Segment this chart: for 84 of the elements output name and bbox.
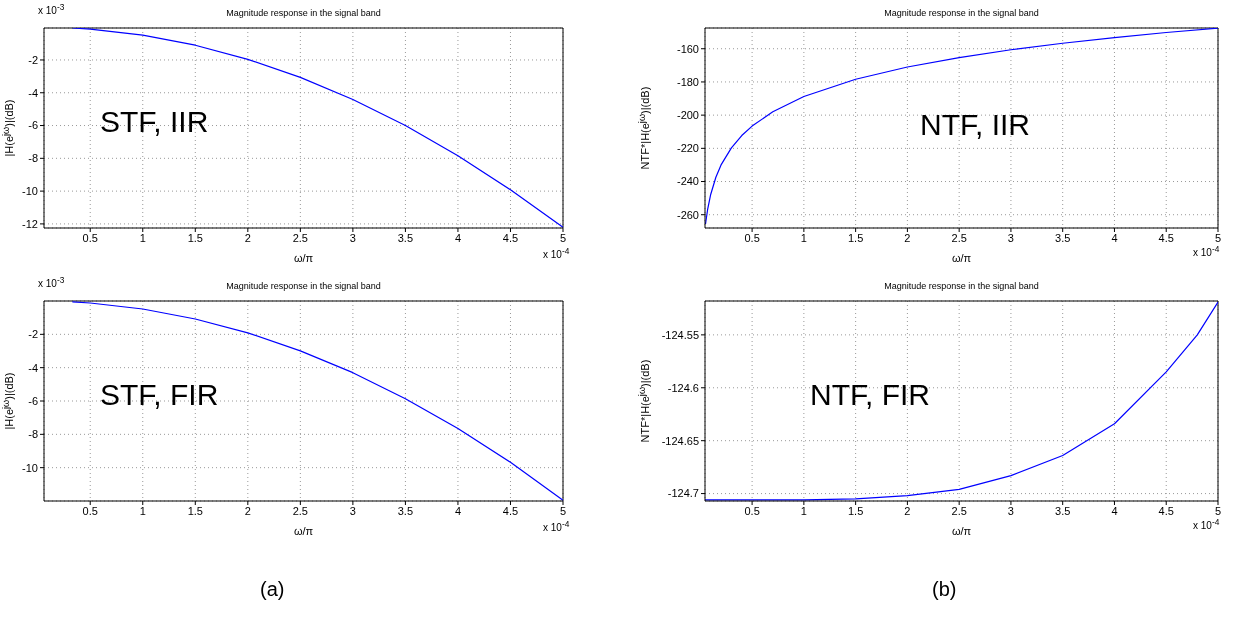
y-tick-label: -260 [676,208,699,221]
text: (b) [932,578,957,601]
line-series [71,28,563,228]
chart-title: Magnitude response in the signal band [883,281,1040,291]
x-tick-label: 4.5 [1158,231,1174,244]
x-tick-label: 0.5 [82,231,98,244]
x-tick-label: 1 [139,504,146,517]
text: x 10$^{-3}$ [38,275,65,290]
y-tick-label: -6 [28,119,38,132]
chart-title: Magnitude response in the signal band [226,8,381,18]
x-tick-label: 2.5 [951,504,967,517]
x-tick-label: 3 [1007,231,1014,244]
x-axis-title: ω/π [293,252,314,264]
x-tick-label: 1 [800,504,807,517]
x-axis-title: ω/π [951,252,972,264]
text: (a) [260,578,285,601]
y-tick-label: -160 [676,42,699,55]
x-tick-label: 2 [244,504,251,517]
x-tick-label: 2 [904,504,911,517]
text: x 10$^{-4}$ [543,519,570,534]
x-tick-label: 2.5 [951,231,967,244]
line-series [705,28,1218,225]
y-tick-label: -10 [22,461,38,474]
y-tick-label: -124.7 [667,487,699,500]
y-tick-label: -2 [28,53,38,66]
x-tick-label: 0.5 [744,504,760,517]
x-tick-label: 5 [559,231,567,244]
x-tick-label: 2.5 [292,231,308,244]
x-tick-label: 3.5 [397,231,414,244]
x-tick-label: 1.5 [187,504,203,517]
annotation: NTF, IIR [920,108,1030,142]
x-tick-label: 5 [1214,231,1222,244]
x-tick-label: 2 [244,231,251,244]
y-tick-label: -4 [28,86,38,99]
y-tick-label: -220 [676,142,699,155]
y-tick-label: -6 [28,394,38,407]
y-tick-label: -124.55 [661,328,699,341]
x-tick-label: 5 [1214,504,1222,517]
x-tick-label: 0.5 [744,231,760,244]
x-tick-label: 4.5 [502,231,519,244]
text: x 10$^{-3}$ [38,2,65,17]
x-tick-label: 4 [1111,504,1118,517]
x-tick-label: 1 [800,231,807,244]
chart-title: Magnitude response in the signal band [226,281,381,291]
annotation: NTF, FIR [810,378,930,412]
annotation: STF, FIR [100,378,219,412]
x-tick-label: 0.5 [82,504,98,517]
text: x 10$^{-4}$ [1193,517,1220,532]
y-tick-label: -4 [28,361,38,374]
x-tick-label: 2 [904,231,911,244]
x-axis-title: ω/π [293,525,314,537]
x-tick-label: 1 [139,231,146,244]
line-series [71,301,563,501]
y-tick-label: -8 [28,152,38,165]
x-tick-label: 1.5 [187,231,203,244]
x-tick-label: 4 [454,504,461,517]
x-tick-label: 3.5 [397,504,414,517]
x-tick-label: 2.5 [292,504,308,517]
x-tick-label: 3 [349,231,356,244]
text: x 10$^{-4}$ [1193,244,1220,259]
x-tick-label: 4.5 [502,504,519,517]
y-tick-label: -240 [676,175,699,188]
x-tick-label: 4 [454,231,461,244]
x-axis-title: ω/π [951,525,972,537]
y-tick-label: -124.6 [667,381,699,394]
text: x 10$^{-4}$ [543,246,570,261]
x-tick-label: 1.5 [847,504,864,517]
x-tick-label: 3.5 [1055,231,1071,244]
x-tick-label: 4.5 [1158,504,1174,517]
y-tick-label: -8 [28,428,38,441]
y-tick-label: -10 [22,185,38,198]
x-tick-label: 5 [559,504,567,517]
chart-title: Magnitude response in the signal band [883,8,1040,18]
x-tick-label: 3.5 [1055,504,1071,517]
x-tick-label: 3 [349,504,356,517]
x-tick-label: 1.5 [847,231,864,244]
x-tick-label: 3 [1007,504,1014,517]
x-tick-label: 4 [1111,231,1118,244]
annotation: STF, IIR [100,105,209,139]
y-tick-label: -124.65 [661,434,699,447]
y-tick-label: -180 [676,75,699,88]
y-tick-label: -12 [22,217,38,230]
y-tick-label: -200 [676,109,699,122]
y-tick-label: -2 [28,328,38,341]
